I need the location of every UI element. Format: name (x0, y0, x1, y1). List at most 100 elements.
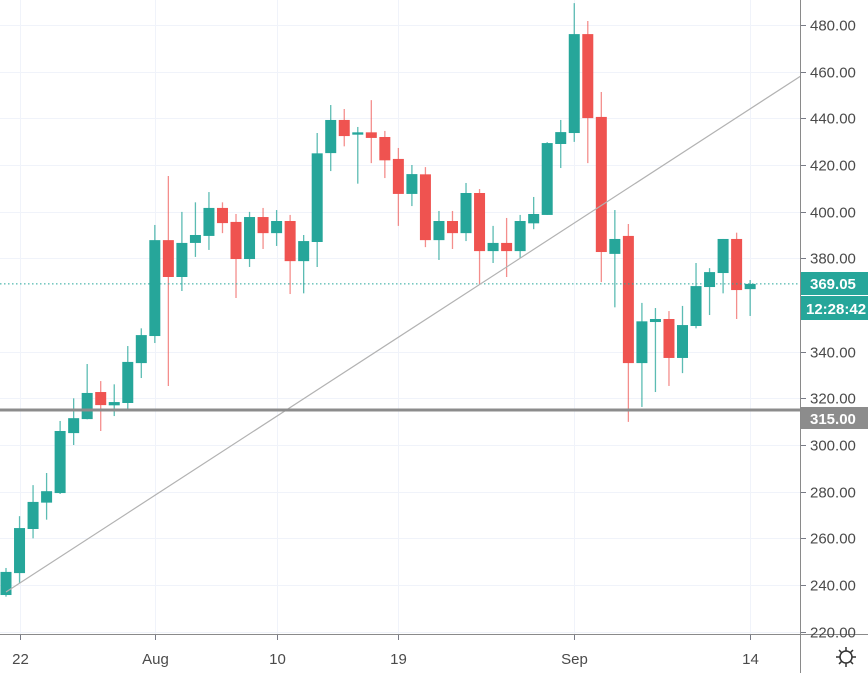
candle-sep-2 (582, 21, 594, 164)
candle-body (663, 318, 675, 358)
candle-body (649, 318, 661, 323)
x-tick-label: 10 (269, 651, 286, 668)
x-tick-label: Sep (561, 651, 588, 668)
last-price-label-bg (801, 272, 868, 295)
candle-body (514, 220, 526, 252)
candle-body (149, 240, 161, 337)
candle-body (717, 238, 729, 274)
candle-jul-28 (95, 381, 107, 431)
candle-aug-19 (392, 147, 404, 226)
candle-body (95, 392, 107, 406)
candle-sep-9 (677, 305, 688, 374)
candle-body (122, 361, 134, 403)
y-tick-label: 300.00 (810, 438, 856, 455)
drawings[interactable] (0, 75, 801, 593)
candle-aug-26 (487, 225, 499, 263)
candle-sep-6 (636, 302, 648, 407)
gear-icon[interactable] (836, 647, 856, 667)
candle-aug-18 (379, 130, 391, 179)
candle-aug-4 (189, 202, 201, 257)
candle-body (311, 153, 323, 242)
candle-sep-11 (704, 268, 716, 316)
candle-body (325, 119, 337, 154)
last-price-label: 369.05 (810, 276, 856, 293)
y-tick-label: 340.00 (810, 345, 856, 362)
level-price-label: 315.00 (810, 411, 856, 428)
candle-jul-22 (14, 516, 26, 584)
candle-jul-24 (41, 472, 53, 520)
time-axis[interactable]: 22 Aug 10 19 Sep 14 (12, 635, 759, 668)
candle-body (622, 235, 634, 364)
x-tick-label: Aug (142, 651, 169, 668)
candle-aug-24 (460, 182, 472, 242)
countdown-label-bg (801, 296, 868, 320)
y-tick-label: 400.00 (810, 205, 856, 222)
candle-sep-4 (609, 210, 621, 308)
candle-body (419, 174, 431, 241)
candle-body (636, 321, 648, 364)
candle-body (568, 34, 580, 134)
candle-aug-12 (298, 234, 310, 294)
candle-body (555, 132, 567, 144)
candle-aug-11 (284, 214, 296, 295)
candle-aug-17 (365, 100, 377, 164)
candle-aug-23 (446, 210, 458, 249)
candle-body (744, 283, 756, 290)
candle-body (189, 234, 201, 243)
candle-sep-10 (690, 262, 702, 329)
candle-jul-23 (27, 485, 39, 539)
y-tick-label: 460.00 (810, 65, 856, 82)
candle-sep-14 (744, 280, 756, 316)
candles (0, 3, 756, 597)
candle-jul-26 (68, 398, 80, 445)
candle-sep-8 (663, 311, 675, 386)
x-tick-label: 22 (12, 651, 29, 668)
candle-body (14, 528, 26, 574)
price-axis-bg[interactable] (800, 0, 868, 673)
candle-body (528, 213, 540, 224)
candle-body (203, 207, 215, 236)
candle-aug-15 (338, 108, 350, 147)
candle-body (406, 174, 418, 194)
candle-body (446, 220, 458, 234)
candle-body (257, 217, 269, 234)
candle-jul-30 (122, 346, 134, 410)
y-tick-label: 240.00 (810, 578, 856, 595)
candle-body (41, 491, 53, 503)
candle-body (541, 143, 553, 215)
y-tick-label: 280.00 (810, 485, 856, 502)
candle-sep-12 (717, 238, 729, 294)
y-tick-label: 220.00 (810, 625, 856, 642)
candle-aug-5 (203, 192, 215, 250)
candle-body (474, 192, 486, 252)
candle-body (365, 132, 377, 138)
candle-body (595, 116, 607, 253)
candle-aug-29 (528, 196, 540, 230)
y-tick-label: 320.00 (810, 391, 856, 408)
candle-body (68, 418, 80, 434)
candle-aug-27 (501, 217, 513, 277)
grid (0, 0, 800, 634)
candle-body (731, 238, 743, 291)
candle-aug-21 (419, 167, 431, 248)
countdown-label: 12:28:42 (806, 301, 866, 318)
candle-aug-14 (325, 105, 337, 172)
candle-body (338, 119, 350, 137)
price-labels: 315.00 369.05 12:28:42 (801, 272, 868, 429)
candle-body (216, 207, 228, 224)
candle-body (704, 272, 716, 288)
candle-sep-13 (731, 232, 743, 319)
trend-line[interactable] (5, 75, 801, 593)
candle-jul-21 (0, 567, 12, 597)
price-axis[interactable]: 480.00 460.00 440.00 420.00 400.00 380.00 340.… (801, 18, 856, 642)
candle-body (690, 286, 702, 326)
candle-body (0, 571, 12, 596)
candle-sep-3 (595, 91, 607, 283)
candle-body (379, 136, 391, 161)
candle-aug-31 (555, 119, 567, 169)
candle-aug-7 (230, 213, 242, 298)
candle-aug-13 (311, 133, 323, 267)
candle-body (609, 238, 621, 254)
candle-body (298, 241, 310, 262)
